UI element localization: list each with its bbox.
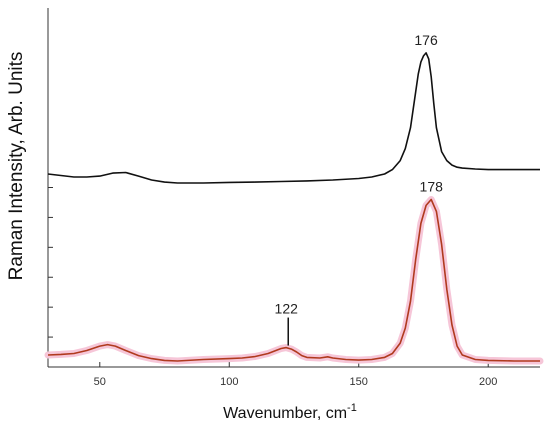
annotations-layer: 176 178 122	[275, 32, 444, 346]
series-layer	[44, 52, 544, 365]
x-tick-label: 150	[350, 376, 368, 388]
peak-label: 176	[414, 32, 438, 48]
x-tick-label: 200	[479, 376, 497, 388]
peak-label: 178	[420, 178, 444, 194]
series-1-fit-band	[44, 196, 544, 365]
series-1-line	[47, 198, 540, 362]
x-axis-label-superscript: -1	[347, 402, 357, 414]
series-0-line	[47, 52, 540, 184]
x-tick-label: 50	[94, 376, 106, 388]
peak-label: 122	[275, 301, 299, 317]
x-tick-label: 100	[220, 376, 238, 388]
y-axis-label: Raman Intensity, Arb. Units	[6, 52, 27, 281]
x-axis-label: Wavenumber, cm-1	[223, 402, 357, 422]
x-axis-ticks: 50 100 150 200	[94, 362, 497, 388]
y-axis-ticks	[48, 187, 53, 368]
x-axis-label-text: Wavenumber, cm	[223, 405, 347, 422]
